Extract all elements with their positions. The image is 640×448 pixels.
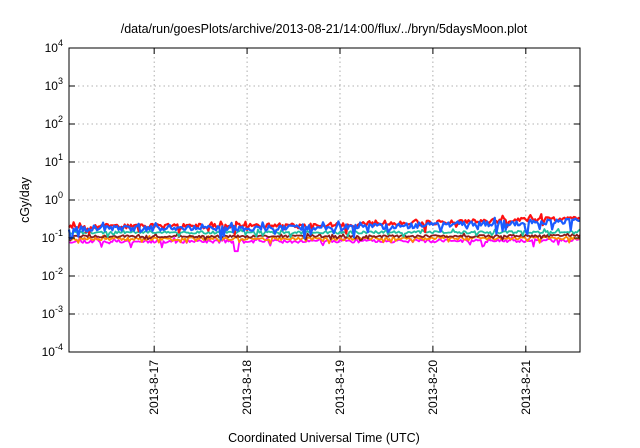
series-lines bbox=[67, 213, 581, 253]
y-tick-label: 102 bbox=[45, 114, 63, 131]
y-axis-ticks: 10-4 10-3 10-2 10-1 100 101 102 103 104 bbox=[42, 38, 580, 359]
y-tick-label: 103 bbox=[45, 76, 63, 93]
x-axis-label: Coordinated Universal Time (UTC) bbox=[228, 431, 420, 445]
y-tick-label: 10-1 bbox=[42, 228, 63, 245]
series-line bbox=[68, 234, 581, 245]
y-tick-label: 10-3 bbox=[42, 304, 63, 321]
y-tick-label: 10-4 bbox=[42, 342, 63, 359]
series-line bbox=[68, 227, 581, 239]
series-line bbox=[68, 236, 581, 253]
x-tick-label: 2013-8-21 bbox=[519, 360, 533, 415]
x-tick-label: 2013-8-19 bbox=[333, 360, 347, 415]
chart-title: /data/run/goesPlots/archive/2013-08-21/1… bbox=[121, 22, 528, 36]
grid bbox=[69, 48, 580, 352]
y-tick-label: 101 bbox=[45, 152, 63, 169]
y-tick-label: 10-2 bbox=[42, 266, 63, 283]
y-axis-label: cGy/day bbox=[18, 176, 32, 223]
x-tick-label: 2013-8-18 bbox=[240, 360, 254, 415]
y-tick-label: 100 bbox=[45, 190, 63, 207]
x-axis-ticks: 2013-8-17 2013-8-18 2013-8-19 2013-8-20 2013… bbox=[147, 48, 533, 415]
series-line bbox=[67, 216, 581, 241]
x-tick-label: 2013-8-20 bbox=[426, 360, 440, 415]
x-tick-label: 2013-8-17 bbox=[147, 360, 161, 415]
y-tick-label: 104 bbox=[45, 38, 63, 55]
series-line bbox=[68, 232, 581, 242]
